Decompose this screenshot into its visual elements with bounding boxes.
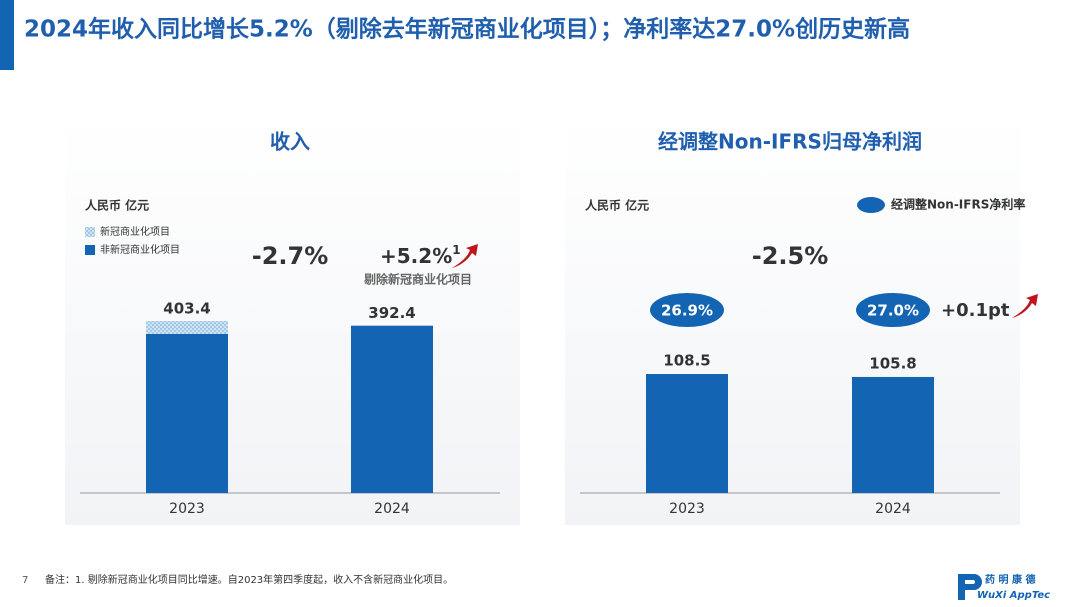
- margin-label: 27.0%: [867, 302, 919, 320]
- note-mark: 1: [452, 243, 460, 257]
- value-label: 108.5: [663, 352, 710, 370]
- unit-label: 人民币 亿元: [85, 198, 149, 213]
- logo: 药 明 康 德 WuXi AppTec: [958, 573, 1050, 601]
- logo-mark: [958, 574, 982, 600]
- logo-cn: 药 明 康 德: [985, 573, 1035, 586]
- legend-swatch: [85, 245, 95, 255]
- legend-label: 新冠商业化项目: [100, 225, 170, 238]
- growth-label: -2.5%: [752, 242, 829, 270]
- bar: [646, 374, 728, 493]
- x-tick-label: 2023: [169, 501, 205, 517]
- margin-change: +0.1pt: [941, 300, 1010, 321]
- margin-bubble: [650, 293, 724, 327]
- legend-label: 经调整Non-IFRS净利率: [891, 197, 1025, 212]
- legend-swatch: [85, 227, 95, 237]
- bar-segment: [351, 325, 433, 493]
- growth-label: -2.7%: [252, 242, 329, 270]
- up-arrow: [452, 244, 478, 268]
- up-arrow: [1012, 294, 1038, 318]
- panel: [565, 115, 1020, 525]
- bar-segment: [146, 333, 228, 493]
- bar-segment: [146, 321, 228, 334]
- logo-en: WuXi AppTec: [977, 590, 1050, 601]
- total-label: 403.4: [163, 300, 210, 318]
- x-tick-label: 2023: [669, 501, 705, 517]
- unit-label: 人民币 亿元: [585, 198, 649, 213]
- x-tick-label: 2024: [374, 501, 410, 517]
- chart-title: 经调整Non-IFRS归母净利润: [658, 130, 922, 154]
- margin-bubble: [856, 293, 930, 327]
- legend-label: 非新冠商业化项目: [100, 243, 180, 256]
- x-tick-label: 2024: [875, 501, 911, 517]
- margin-label: 26.9%: [661, 302, 713, 320]
- page-number: 7: [22, 575, 28, 586]
- chart-title: 收入: [270, 130, 310, 154]
- adjusted-growth: +5.2%1: [380, 243, 461, 268]
- bar: [852, 376, 934, 493]
- total-label: 392.4: [368, 304, 415, 322]
- panel: [65, 115, 520, 525]
- title-accent: [0, 0, 14, 70]
- footnote: 备注：1. 剔除新冠商业化项目同比增速。自2023年第四季度起，收入不含新冠商业…: [45, 573, 453, 586]
- adjusted-growth-value: +5.2%: [380, 244, 452, 268]
- slide-title: 2024年收入同比增长5.2%（剔除去年新冠商业化项目）；净利率达27.0%创历…: [24, 16, 910, 43]
- value-label: 105.8: [869, 354, 916, 372]
- legend-swatch: [857, 197, 885, 213]
- adjusted-growth-caption: 剔除新冠商业化项目: [363, 272, 472, 287]
